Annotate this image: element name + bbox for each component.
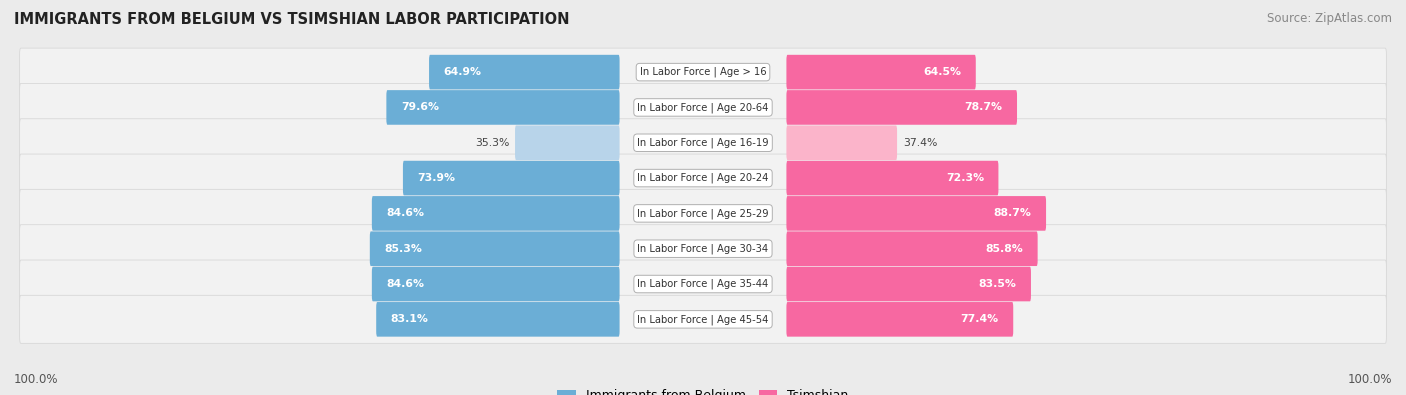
Text: In Labor Force | Age 20-64: In Labor Force | Age 20-64	[637, 102, 769, 113]
FancyBboxPatch shape	[786, 302, 1014, 337]
Text: In Labor Force | Age 30-34: In Labor Force | Age 30-34	[637, 243, 769, 254]
Text: In Labor Force | Age 45-54: In Labor Force | Age 45-54	[637, 314, 769, 325]
Text: In Labor Force | Age 35-44: In Labor Force | Age 35-44	[637, 279, 769, 289]
Text: IMMIGRANTS FROM BELGIUM VS TSIMSHIAN LABOR PARTICIPATION: IMMIGRANTS FROM BELGIUM VS TSIMSHIAN LAB…	[14, 12, 569, 27]
FancyBboxPatch shape	[786, 126, 897, 160]
FancyBboxPatch shape	[370, 231, 620, 266]
Text: In Labor Force | Age 25-29: In Labor Force | Age 25-29	[637, 208, 769, 219]
Text: In Labor Force | Age > 16: In Labor Force | Age > 16	[640, 67, 766, 77]
Text: 77.4%: 77.4%	[960, 314, 998, 324]
Text: 72.3%: 72.3%	[946, 173, 984, 183]
FancyBboxPatch shape	[20, 83, 1386, 132]
FancyBboxPatch shape	[20, 48, 1386, 96]
FancyBboxPatch shape	[20, 154, 1386, 202]
Text: 100.0%: 100.0%	[14, 373, 59, 386]
Text: 37.4%: 37.4%	[903, 138, 938, 148]
FancyBboxPatch shape	[20, 260, 1386, 308]
FancyBboxPatch shape	[387, 90, 620, 125]
FancyBboxPatch shape	[786, 55, 976, 89]
FancyBboxPatch shape	[515, 126, 620, 160]
Text: 35.3%: 35.3%	[475, 138, 509, 148]
Text: 83.5%: 83.5%	[979, 279, 1017, 289]
Text: 84.6%: 84.6%	[387, 209, 425, 218]
FancyBboxPatch shape	[371, 267, 620, 301]
Text: 79.6%: 79.6%	[401, 102, 439, 113]
Text: 88.7%: 88.7%	[994, 209, 1032, 218]
Text: 64.9%: 64.9%	[443, 67, 482, 77]
FancyBboxPatch shape	[404, 161, 620, 196]
Text: 100.0%: 100.0%	[1347, 373, 1392, 386]
FancyBboxPatch shape	[786, 196, 1046, 231]
FancyBboxPatch shape	[20, 119, 1386, 167]
FancyBboxPatch shape	[20, 225, 1386, 273]
Text: 85.3%: 85.3%	[384, 244, 422, 254]
Text: 64.5%: 64.5%	[924, 67, 962, 77]
FancyBboxPatch shape	[786, 90, 1017, 125]
Text: 84.6%: 84.6%	[387, 279, 425, 289]
Legend: Immigrants from Belgium, Tsimshian: Immigrants from Belgium, Tsimshian	[553, 384, 853, 395]
FancyBboxPatch shape	[786, 161, 998, 196]
Text: 73.9%: 73.9%	[418, 173, 456, 183]
FancyBboxPatch shape	[371, 196, 620, 231]
Text: 83.1%: 83.1%	[391, 314, 429, 324]
Text: 85.8%: 85.8%	[986, 244, 1024, 254]
FancyBboxPatch shape	[429, 55, 620, 89]
FancyBboxPatch shape	[20, 189, 1386, 237]
Text: In Labor Force | Age 16-19: In Labor Force | Age 16-19	[637, 137, 769, 148]
FancyBboxPatch shape	[786, 231, 1038, 266]
Text: 78.7%: 78.7%	[965, 102, 1002, 113]
FancyBboxPatch shape	[377, 302, 620, 337]
Text: In Labor Force | Age 20-24: In Labor Force | Age 20-24	[637, 173, 769, 183]
Text: Source: ZipAtlas.com: Source: ZipAtlas.com	[1267, 12, 1392, 25]
FancyBboxPatch shape	[786, 267, 1031, 301]
FancyBboxPatch shape	[20, 295, 1386, 343]
